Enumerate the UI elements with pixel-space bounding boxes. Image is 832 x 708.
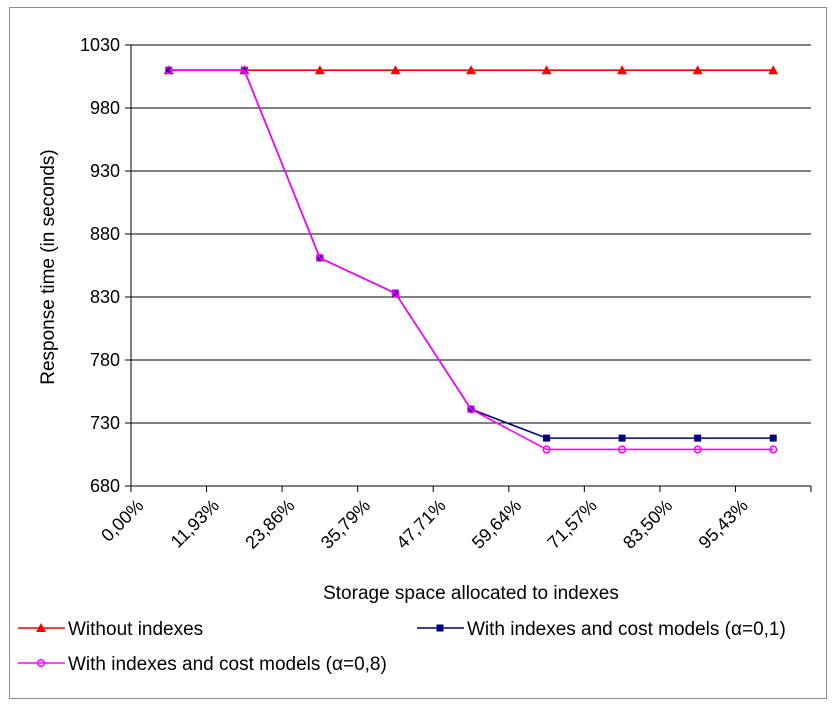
triangle-marker xyxy=(36,623,46,632)
circle-marker xyxy=(769,445,778,454)
triangle-marker xyxy=(466,65,476,75)
x-tick-label: 11,93% xyxy=(167,495,223,551)
x-tick-label: 23,86% xyxy=(241,495,298,552)
x-tick-label: 59,64% xyxy=(468,495,525,552)
circle-marker xyxy=(164,66,173,75)
legend-label: Without indexes xyxy=(68,619,203,640)
circle-marker xyxy=(391,289,400,298)
axes xyxy=(125,44,812,492)
legend-label: With indexes and cost models (α=0,1) xyxy=(467,619,786,640)
circle-marker xyxy=(315,253,324,262)
y-tick-label: 880 xyxy=(90,224,120,244)
legend-label: With indexes and cost models (α=0,8) xyxy=(68,654,387,675)
triangle-marker xyxy=(314,65,325,75)
y-tick-label: 1030 xyxy=(80,35,120,55)
y-tick-label: 730 xyxy=(90,413,120,433)
series-line xyxy=(168,69,774,451)
triangle-marker xyxy=(617,65,628,75)
y-tick-label: 980 xyxy=(90,98,120,118)
chart-frame xyxy=(9,7,827,699)
x-tick-labels: 0,00% 11,93% 23,86% 35,79% 47,71% 59,64% 71,57… xyxy=(97,495,752,552)
circle-marker xyxy=(240,66,249,75)
x-tick-label: 47,71% xyxy=(392,495,449,552)
y-tick-label: 930 xyxy=(90,161,120,181)
gridlines xyxy=(131,44,811,424)
legend: Without indexes With indexes and cost mod… xyxy=(18,619,786,675)
series-3 xyxy=(164,66,778,454)
circle-marker xyxy=(618,445,627,454)
triangle-marker xyxy=(541,65,552,75)
circle-marker xyxy=(542,445,551,454)
x-tick-label: 83,50% xyxy=(619,495,676,552)
legend-item: With indexes and cost models (α=0,1) xyxy=(417,619,786,640)
y-tick-labels: 680 730 780 830 880 930 980 1030 xyxy=(80,35,120,496)
square-marker xyxy=(543,434,551,442)
y-tick-label: 780 xyxy=(90,350,120,370)
y-tick-label: 680 xyxy=(90,476,120,496)
series-line xyxy=(168,69,774,439)
square-marker xyxy=(769,434,777,442)
x-tick-label: 35,79% xyxy=(317,495,374,552)
series-2 xyxy=(165,66,777,442)
triangle-marker xyxy=(768,65,779,75)
circle-marker xyxy=(466,405,476,414)
square-marker xyxy=(694,434,702,442)
y-axis-title: Response time (in seconds) xyxy=(38,149,59,385)
square-marker xyxy=(436,624,444,632)
y-tick-label: 830 xyxy=(90,287,120,307)
circle-marker xyxy=(36,658,46,668)
circle-marker xyxy=(693,445,702,454)
x-axis-title: Storage space allocated to indexes xyxy=(323,583,619,604)
series-1 xyxy=(163,65,779,75)
square-marker xyxy=(618,434,626,442)
triangle-marker xyxy=(390,65,401,75)
x-tick-label: 95,43% xyxy=(695,495,752,552)
legend-item: With indexes and cost models (α=0,8) xyxy=(18,654,387,675)
legend-item: Without indexes xyxy=(18,619,203,640)
x-tick-label: 0,00% xyxy=(97,495,147,545)
triangle-marker xyxy=(692,65,703,75)
x-tick-label: 71,57% xyxy=(543,495,600,552)
series-lines xyxy=(163,65,779,454)
